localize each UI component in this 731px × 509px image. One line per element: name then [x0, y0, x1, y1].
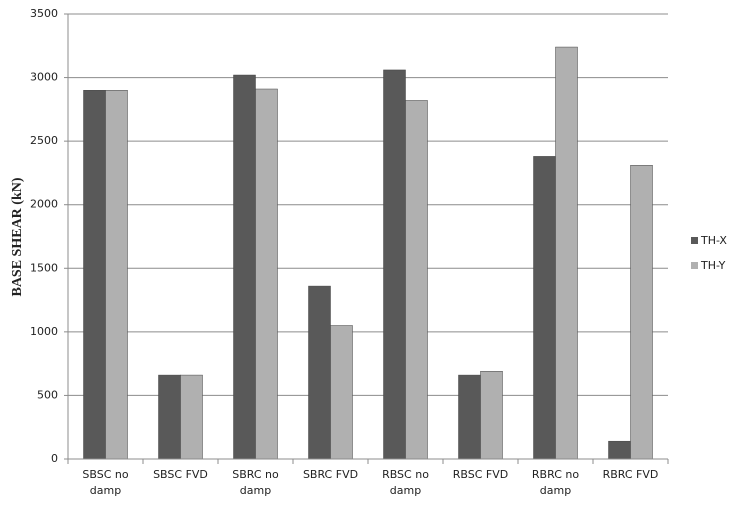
y-tick-label: 500 [37, 388, 58, 401]
bar [383, 69, 406, 460]
bar [180, 374, 203, 460]
y-axis-title: BASE SHEAR (kN) [10, 177, 25, 296]
bar [630, 165, 653, 460]
y-tick-label: 3500 [30, 7, 58, 20]
bar [480, 371, 503, 460]
y-tick-label: 1500 [30, 261, 58, 274]
x-tick-label: SBRC FVD [302, 468, 359, 481]
bar [233, 74, 256, 460]
bar [308, 285, 331, 460]
y-tick-label: 2500 [30, 134, 58, 147]
x-tick-label: SBSC no damp [82, 468, 129, 497]
bar [158, 374, 181, 460]
legend-swatch [691, 237, 698, 244]
legend-swatch [691, 262, 698, 269]
x-tick-label: SBSC FVD [153, 468, 208, 481]
y-tick-label: 3000 [30, 71, 58, 84]
bar [405, 100, 428, 460]
legend-label: TH-Y [700, 259, 726, 272]
bar [330, 325, 353, 460]
y-tick-label: 2000 [30, 198, 58, 211]
x-tick-label: RBSC no damp [382, 468, 429, 497]
x-tick-label: RBSC FVD [452, 468, 509, 481]
bar [105, 90, 128, 460]
bar [533, 156, 556, 460]
bar [608, 440, 631, 460]
bar [555, 46, 578, 460]
bar [83, 90, 106, 460]
bar [458, 374, 481, 460]
bar [255, 88, 278, 460]
y-tick-label: 0 [51, 452, 58, 465]
x-tick-label: RBRC no damp [531, 468, 580, 497]
x-tick-label: SBRC no damp [232, 468, 279, 497]
legend-label: TH-X [700, 234, 727, 247]
x-tick-label: RBRC FVD [602, 468, 659, 481]
y-tick-label: 1000 [30, 325, 58, 338]
